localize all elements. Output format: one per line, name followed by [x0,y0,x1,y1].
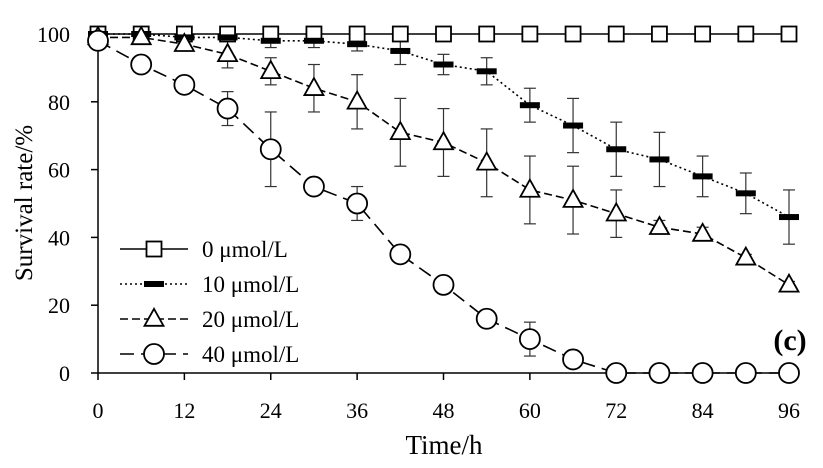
data-point [346,89,369,110]
legend-label: 40 μmol/L [202,342,299,367]
plot-area: 0 12 24 36 48 60 72 84 96 0 20 40 60 80 100 0 μmol/L 10 … [37,22,801,423]
data-point [173,32,196,52]
x-tick-label: 36 [346,398,368,423]
data-point [694,25,712,43]
data-point [562,348,584,371]
data-point [130,25,153,46]
y-tick-label: 40 [48,225,70,250]
y-tick-label: 80 [48,90,70,115]
data-point [778,362,800,384]
data-point [389,120,412,141]
panel-label: (c) [773,324,806,357]
legend-label: 10 μmol/L [202,272,299,297]
legend-item: 0 μmol/L [120,237,288,262]
data-point [691,362,714,384]
data-point [476,68,497,75]
legend-item: 40 μmol/L [120,342,299,367]
y-axis-label: Survival rate/% [11,125,38,281]
data-point [737,25,755,43]
series-line [98,33,790,218]
data-point [216,42,239,63]
error-bars-series-3 [92,33,580,364]
data-point [173,73,196,96]
data-point [391,25,409,43]
data-point [435,25,452,43]
data-point [649,156,670,163]
data-point [606,146,627,153]
data-point [260,37,281,44]
data-point [348,25,366,43]
y-tick-label: 100 [37,22,70,47]
data-point [389,243,412,266]
data-point [777,272,801,293]
data-point [216,97,239,120]
series-3 [87,29,800,384]
data-point [779,214,799,221]
data-point [605,362,628,384]
data-point [691,221,714,242]
data-point [433,61,454,68]
data-point [217,34,238,41]
x-tick-label: 72 [605,398,627,423]
legend-label: 0 μmol/L [202,237,288,262]
series-0 [89,25,798,43]
data-point [780,25,798,43]
data-point [735,190,756,197]
data-point [259,138,282,161]
data-point [563,122,584,129]
data-point [346,192,369,215]
data-point [518,177,541,198]
data-point [475,307,498,330]
y-tick-label: 60 [48,158,70,183]
data-point [302,76,325,96]
data-point [692,173,713,180]
data-point [432,130,455,151]
data-point [478,25,496,43]
x-tick-label: 84 [692,398,714,423]
y-tick-label: 20 [48,293,70,318]
data-point [87,29,109,52]
data-point [475,150,498,171]
x-tick-label: 12 [173,398,195,423]
data-point [607,25,625,43]
legend-marker [142,306,166,327]
legend-item: 10 μmol/L [120,272,299,297]
data-point [651,25,668,43]
data-point [521,25,539,43]
legend-item: 20 μmol/L [120,306,299,332]
legend-marker [145,240,163,258]
data-point [605,201,628,222]
data-point [130,53,153,76]
data-point [562,188,585,208]
data-point [259,59,282,79]
data-point [734,245,757,266]
x-tick-label: 48 [433,398,455,423]
legend-label: 20 μmol/L [202,307,299,332]
y-tick-label: 0 [59,361,70,386]
data-point [390,47,411,54]
legend-marker [144,281,164,287]
data-point [648,215,671,235]
data-point [303,37,324,44]
x-tick-label: 24 [260,398,282,423]
data-point [518,328,541,351]
x-tick-label: 60 [519,398,541,423]
legend-marker [143,343,165,365]
data-point [432,273,455,296]
data-point [519,102,540,109]
data-point [303,175,325,198]
x-axis-label: Time/h [405,430,483,460]
data-point [648,362,671,384]
x-tick-label: 0 [93,398,104,423]
x-tick-label: 96 [778,398,800,423]
data-point [564,25,582,43]
data-point [347,41,368,48]
data-point [734,362,757,384]
legend: 0 μmol/L 10 μmol/L 20 μmol/L 40 μmol/L [120,237,299,367]
